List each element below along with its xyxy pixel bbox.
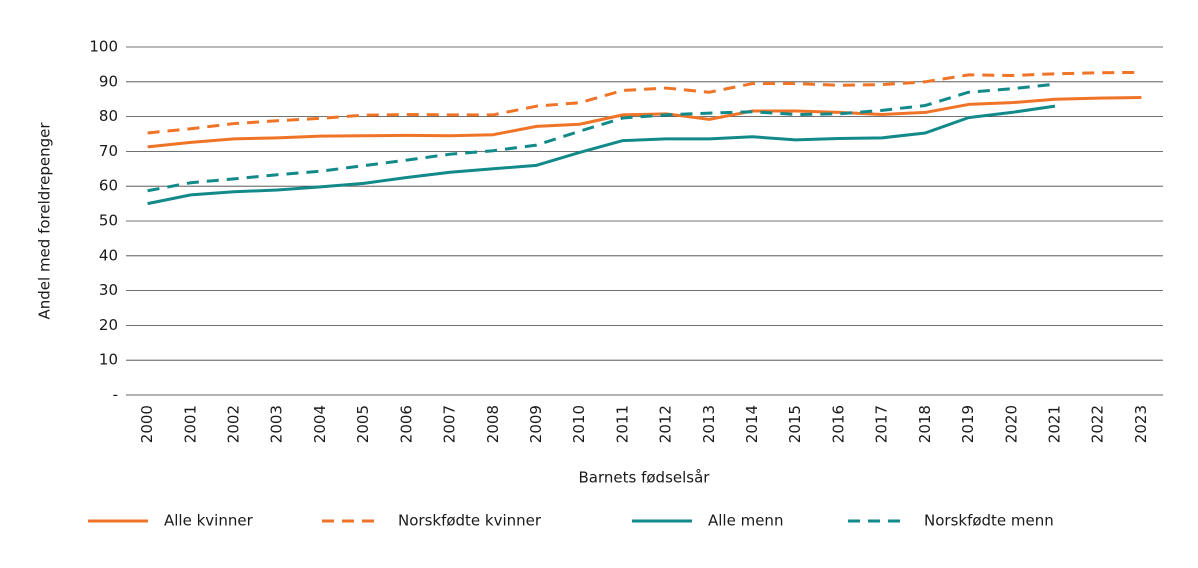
x-tick-label: 2018 [916, 405, 934, 443]
data-line [147, 104, 1056, 206]
x-tick-label: 2007 [441, 405, 459, 443]
x-tick-label: 2023 [1132, 405, 1150, 443]
x-tick-label: 2015 [786, 405, 804, 443]
x-tick-label: 2009 [527, 405, 545, 443]
legend-label: Norskfødte menn [924, 512, 1054, 530]
y-tick-label: 40 [99, 246, 118, 264]
x-tick-label: 2012 [657, 405, 675, 443]
data-line [147, 82, 1056, 193]
y-tick-label: 80 [99, 107, 118, 125]
data-line [147, 70, 1142, 135]
x-tick-label: 2006 [397, 405, 415, 443]
y-tick-label: 90 [99, 72, 118, 90]
legend-label: Norskfødte kvinner [398, 512, 542, 530]
x-tick-label: 2013 [700, 405, 718, 443]
y-tick-label: 60 [99, 177, 118, 195]
y-tick-label: 70 [99, 142, 118, 160]
y-tick-label: - [113, 386, 118, 404]
x-tick-label: 2010 [570, 405, 588, 443]
x-tick-label: 2000 [138, 405, 156, 443]
x-tick-label: 2014 [743, 405, 761, 443]
x-tick-label: 2002 [225, 405, 243, 443]
x-axis-title: Barnets fødselsår [579, 469, 711, 487]
y-tick-label: 50 [99, 212, 118, 230]
y-tick-label: 20 [99, 316, 118, 334]
legend-label: Alle kvinner [164, 512, 254, 530]
x-tick-label: 2022 [1089, 405, 1107, 443]
x-tick-label: 2001 [181, 405, 199, 443]
x-tick-label: 2011 [613, 405, 631, 443]
legend-label: Alle menn [708, 512, 783, 530]
x-tick-label: 2019 [959, 405, 977, 443]
x-tick-label: 2017 [873, 405, 891, 443]
x-tick-label: 2005 [354, 405, 372, 443]
x-tick-label: 2016 [829, 405, 847, 443]
x-tick-label: 2004 [311, 405, 329, 443]
y-tick-label: 10 [99, 351, 118, 369]
data-line [147, 95, 1142, 149]
y-axis-title: Andel med foreldrepenger [36, 122, 54, 320]
y-tick-label: 100 [89, 38, 118, 56]
x-tick-label: 2021 [1045, 405, 1063, 443]
x-tick-label: 2003 [268, 405, 286, 443]
y-tick-label: 30 [99, 281, 118, 299]
x-tick-label: 2008 [484, 405, 502, 443]
x-tick-label: 2020 [1002, 405, 1020, 443]
